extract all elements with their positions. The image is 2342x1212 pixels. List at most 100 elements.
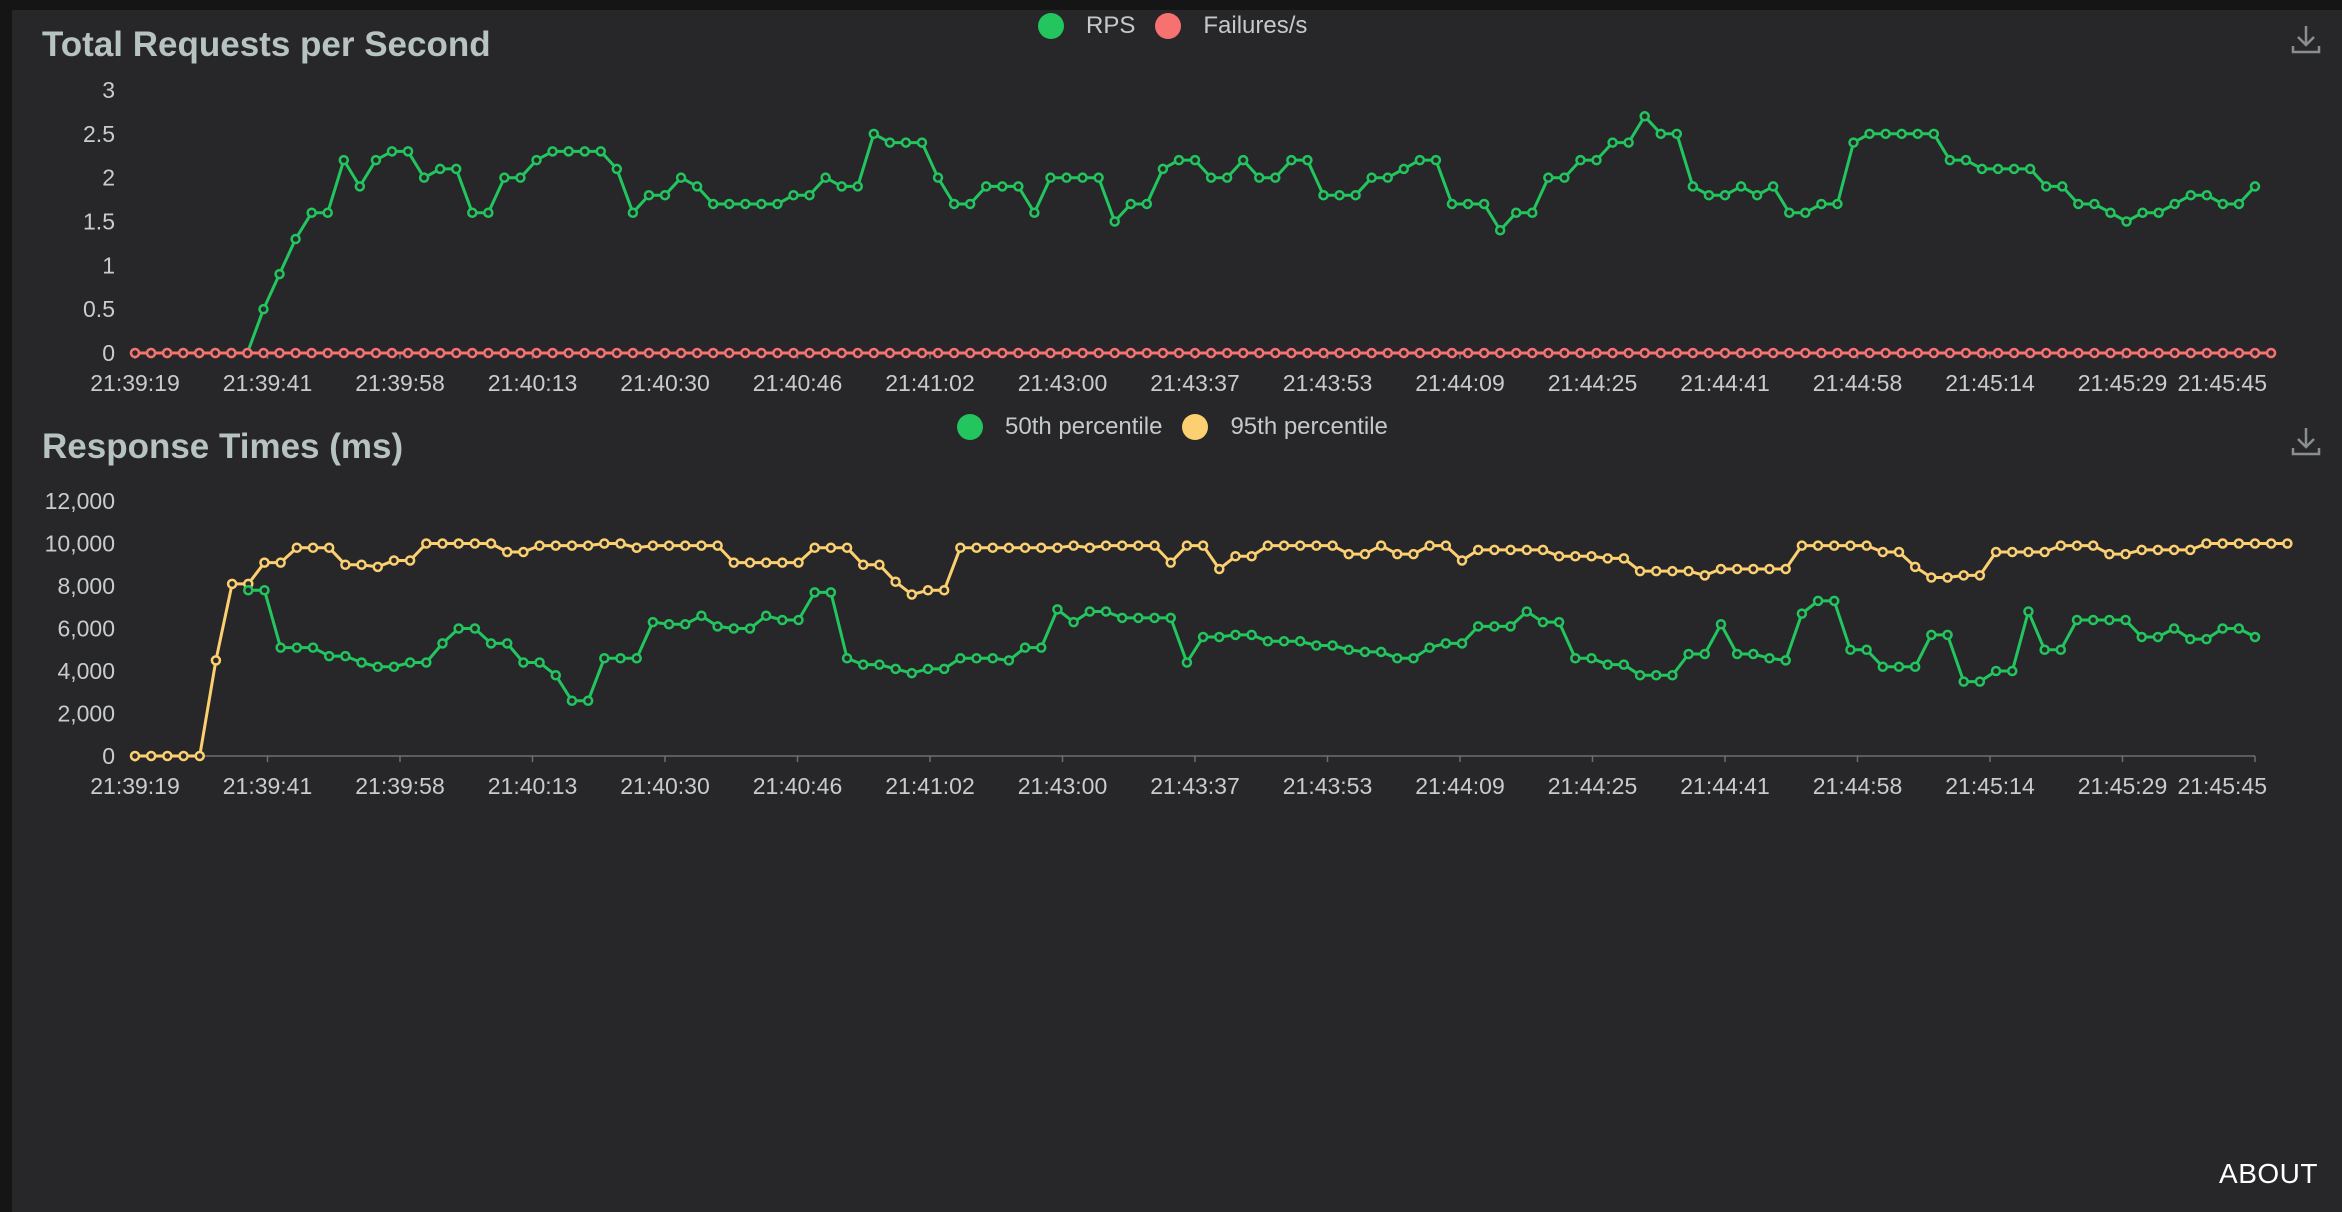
- data-point: [1976, 163, 1988, 175]
- data-point: [1521, 606, 1533, 617]
- legend-item-rps[interactable]: RPS: [1038, 12, 1135, 40]
- y-tick-label: 1.5: [83, 209, 115, 235]
- x-tick-label: 21:41:02: [885, 370, 975, 396]
- data-point: [1246, 551, 1257, 562]
- data-point: [386, 146, 398, 157]
- data-point: [1253, 172, 1265, 183]
- x-tick-label: 21:44:25: [1548, 370, 1638, 396]
- data-point: [884, 137, 896, 148]
- data-point: [1494, 225, 1506, 236]
- data-point: [691, 181, 703, 192]
- data-point: [1715, 563, 1727, 575]
- x-tick-label: 21:43:37: [1150, 773, 1240, 799]
- chart-panel-rps: Total Requests per Second RPS Failures/s…: [12, 10, 2342, 410]
- data-point: [1671, 128, 1683, 140]
- data-point: [437, 538, 448, 549]
- data-point: [550, 540, 562, 551]
- data-point: [2007, 665, 2018, 677]
- data-point: [852, 347, 863, 359]
- data-point: [1845, 644, 1856, 655]
- data-point: [841, 653, 853, 664]
- data-point: [1116, 612, 1128, 624]
- data-point: [2087, 614, 2099, 626]
- data-point: [1719, 189, 1731, 201]
- data-point: [1262, 636, 1274, 647]
- data-point: [1077, 172, 1088, 183]
- x-tick-label: 21:39:41: [223, 773, 313, 799]
- response-times-chart: 0 2,000 4,000 6,000 8,000 10,000 12,000 21:39:1…: [45, 488, 2293, 799]
- data-point: [825, 587, 837, 598]
- data-point: [728, 557, 740, 568]
- x-tick-label: 21:39:58: [355, 773, 445, 799]
- data-point: [2039, 644, 2050, 655]
- about-link[interactable]: ABOUT: [2219, 1158, 2318, 1189]
- data-point: [1366, 347, 1377, 359]
- data-point: [1699, 648, 1711, 660]
- data-point: [1634, 670, 1646, 681]
- data-point: [566, 695, 578, 706]
- data-point: [1764, 563, 1775, 575]
- data-point: [1440, 540, 1452, 551]
- data-point: [2185, 544, 2196, 556]
- data-point: [643, 347, 655, 359]
- legend-swatch: [1155, 13, 1182, 39]
- data-point: [1456, 638, 1468, 649]
- data-point: [579, 146, 590, 157]
- legend-item-p95[interactable]: 95th percentile: [1182, 413, 1388, 441]
- data-point: [900, 347, 912, 359]
- data-point: [306, 347, 317, 359]
- legend-item-p50[interactable]: 50th percentile: [957, 413, 1162, 441]
- data-point: [1214, 631, 1225, 643]
- data-point: [788, 189, 799, 201]
- data-point: [857, 559, 869, 570]
- data-point: [467, 207, 478, 218]
- data-point: [1398, 163, 1410, 175]
- y-tick-label: 0.5: [83, 296, 115, 322]
- x-tick-label: 21:40:46: [753, 773, 843, 799]
- data-point: [1327, 640, 1338, 651]
- data-point: [2185, 633, 2196, 645]
- data-point: [1019, 642, 1031, 653]
- data-point: [1334, 347, 1345, 359]
- data-point: [1165, 557, 1176, 568]
- download-icon[interactable]: [2289, 22, 2323, 56]
- legend-item-failures[interactable]: Failures/s: [1155, 12, 1307, 40]
- data-point: [258, 347, 269, 359]
- data-point: [434, 347, 446, 359]
- data-point: [323, 542, 335, 553]
- data-point: [2087, 540, 2099, 551]
- data-point: [955, 542, 966, 553]
- data-point: [453, 623, 464, 634]
- data-point: [1278, 540, 1290, 551]
- data-point: [2185, 347, 2197, 359]
- data-point: [386, 347, 398, 359]
- data-point: [1751, 189, 1763, 201]
- data-point: [777, 614, 788, 626]
- data-point: [1527, 207, 1538, 218]
- chart-title: Response Times (ms): [42, 427, 404, 466]
- series-95th-percentile: [129, 538, 2293, 762]
- data-point: [2136, 631, 2147, 643]
- data-point: [1559, 172, 1570, 183]
- data-point: [1505, 544, 1516, 556]
- data-point: [2249, 631, 2261, 643]
- data-point: [354, 181, 366, 192]
- x-tick-label: 21:39:58: [355, 370, 445, 396]
- data-point: [1543, 347, 1554, 359]
- data-point: [2057, 347, 2068, 359]
- data-point: [1430, 347, 1442, 359]
- data-point: [804, 189, 815, 201]
- data-point: [2055, 644, 2067, 655]
- data-point: [1029, 347, 1040, 359]
- data-point: [1521, 544, 1533, 556]
- x-tick-label: 21:40:46: [753, 370, 843, 396]
- data-point: [404, 657, 416, 668]
- download-icon[interactable]: [2289, 424, 2323, 458]
- data-point: [1928, 128, 1940, 140]
- data-point: [1848, 347, 1859, 359]
- data-point: [2136, 544, 2147, 556]
- data-point: [1591, 347, 1602, 359]
- data-point: [323, 650, 335, 662]
- data-point: [291, 642, 303, 653]
- data-point: [820, 172, 831, 183]
